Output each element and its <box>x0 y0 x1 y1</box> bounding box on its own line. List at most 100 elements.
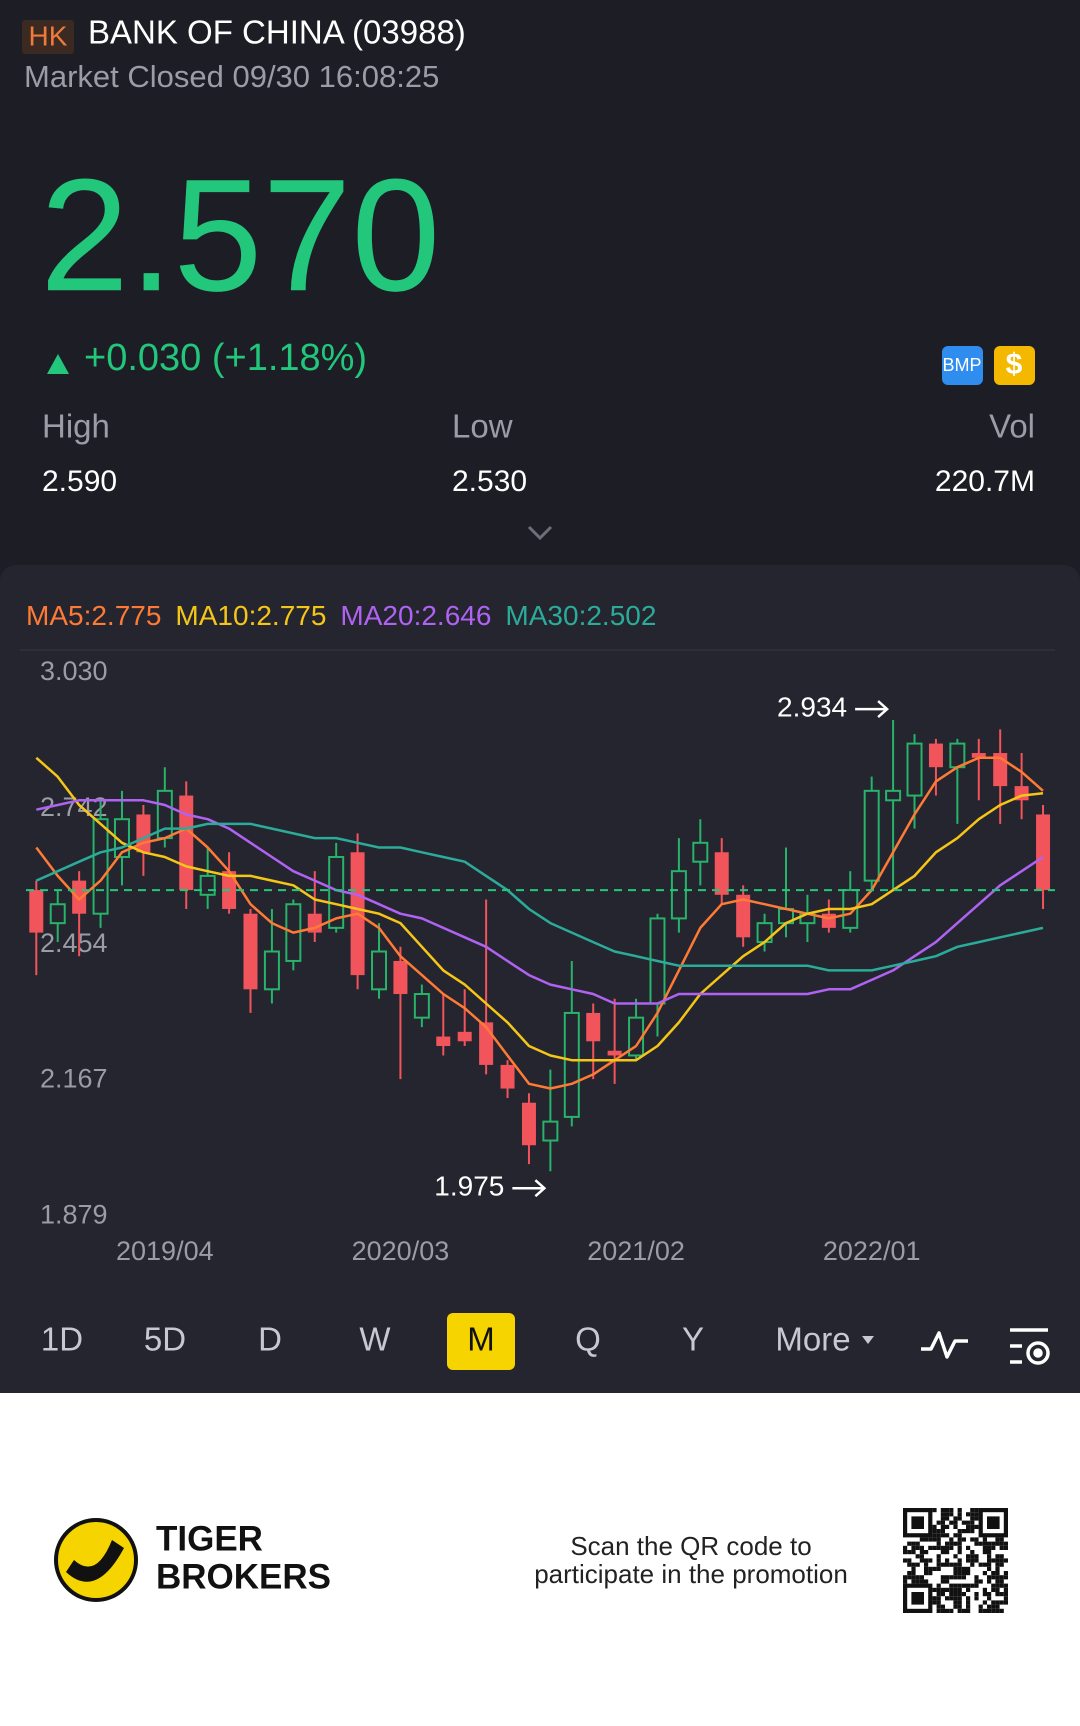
selected-tab[interactable] <box>447 1313 515 1370</box>
qr-cell <box>991 1558 996 1563</box>
qr-cell <box>945 1579 950 1584</box>
qr-cell <box>953 1562 958 1567</box>
brand: TIGER <box>156 1519 263 1558</box>
qr-cell <box>966 1608 971 1613</box>
indicator-icon[interactable] <box>921 1331 968 1359</box>
candle-body <box>607 1050 622 1056</box>
badge <box>942 346 983 385</box>
qr-cell <box>974 1583 979 1588</box>
period-tab[interactable]: 5D <box>144 1321 186 1358</box>
candle-body <box>413 993 430 1019</box>
ma-line <box>35 822 1044 972</box>
qr-cell <box>970 1562 975 1567</box>
qr-cell <box>999 1562 1004 1567</box>
qr-cell <box>940 1592 945 1597</box>
stat-label: Low <box>452 408 513 445</box>
qr-cell <box>953 1596 958 1601</box>
qr-cell <box>928 1566 933 1571</box>
qr-cell <box>932 1545 937 1550</box>
period-tab[interactable]: Y <box>682 1321 704 1358</box>
qr-cell <box>928 1558 933 1563</box>
qr-cell <box>919 1550 924 1555</box>
qr-cell <box>991 1545 996 1550</box>
qr-cell <box>957 1600 962 1605</box>
period-tab[interactable]: 1D <box>41 1321 83 1358</box>
settings-icon[interactable] <box>1010 1328 1050 1365</box>
qr-cell <box>957 1571 962 1576</box>
qr-cell <box>907 1541 912 1546</box>
qr-cell <box>919 1554 924 1559</box>
qr-cell <box>970 1554 975 1559</box>
price: 2.570 <box>40 145 440 324</box>
qr-cell <box>936 1533 941 1538</box>
qr-cell <box>949 1512 954 1517</box>
qr-cell <box>915 1575 920 1580</box>
candle-body <box>436 1036 451 1047</box>
qr-cell <box>949 1608 954 1613</box>
qr-cell <box>999 1608 1004 1613</box>
qr-cell <box>961 1592 966 1597</box>
dropdown-caret[interactable] <box>862 1336 874 1344</box>
qr-cell <box>953 1554 958 1559</box>
period-tab[interactable]: D <box>258 1321 282 1358</box>
qr-cell <box>995 1592 1000 1597</box>
period-tab[interactable]: M <box>467 1321 495 1358</box>
qr-cell <box>982 1545 987 1550</box>
qr-cell <box>999 1592 1004 1597</box>
qr-cell <box>953 1533 958 1538</box>
qr-finder-core <box>987 1516 1000 1529</box>
qr-cell <box>987 1604 992 1609</box>
qr-cell <box>987 1550 992 1555</box>
qr-cell <box>999 1600 1004 1605</box>
logo <box>54 1518 138 1602</box>
qr-cell <box>1003 1571 1008 1576</box>
qr-cell <box>949 1508 954 1513</box>
qr-cell <box>995 1583 1000 1588</box>
stock-title: BANK OF CHINA (03988) <box>88 14 466 51</box>
qr-cell <box>903 1575 908 1580</box>
qr-cell <box>966 1558 971 1563</box>
qr-cell <box>982 1550 987 1555</box>
period-tab[interactable]: Q <box>575 1321 601 1358</box>
qr-cell <box>982 1541 987 1546</box>
qr-cell <box>940 1512 945 1517</box>
qr-cell <box>974 1554 979 1559</box>
qr-cell <box>995 1558 1000 1563</box>
badge <box>994 346 1035 385</box>
qr-cell <box>911 1545 916 1550</box>
qr-cell <box>945 1516 950 1521</box>
qr-cell <box>911 1541 916 1546</box>
qr-cell <box>974 1537 979 1542</box>
candle-body <box>393 960 408 995</box>
candle-body <box>179 795 194 891</box>
market: HK <box>29 20 68 51</box>
qr-cell <box>961 1608 966 1613</box>
period-tab[interactable]: W <box>359 1321 391 1358</box>
expand-chevron[interactable] <box>527 525 553 541</box>
qr-cell <box>999 1575 1004 1580</box>
qr-cell <box>957 1562 962 1567</box>
qr-cell <box>945 1587 950 1592</box>
qr-cell <box>1003 1545 1008 1550</box>
qr-cell <box>945 1533 950 1538</box>
candle-body <box>885 789 902 802</box>
qr-finder <box>978 1507 1009 1538</box>
qr-cell <box>961 1566 966 1571</box>
qr-cell <box>919 1558 924 1563</box>
qr-cell <box>987 1545 992 1550</box>
x-tick-label: 2020/03 <box>352 1236 450 1266</box>
qr-cell <box>915 1554 920 1559</box>
qr-cell <box>974 1596 979 1601</box>
qr-cell <box>936 1558 941 1563</box>
qr-cell <box>957 1533 962 1538</box>
qr-cell <box>982 1571 987 1576</box>
qr-cell <box>919 1545 924 1550</box>
qr-cell <box>953 1520 958 1525</box>
period-tab[interactable]: More <box>775 1321 850 1358</box>
qr-cell <box>953 1571 958 1576</box>
qr-cell <box>999 1554 1004 1559</box>
qr-cell <box>924 1571 929 1576</box>
candle-body <box>199 874 216 896</box>
qr-cell <box>957 1529 962 1534</box>
